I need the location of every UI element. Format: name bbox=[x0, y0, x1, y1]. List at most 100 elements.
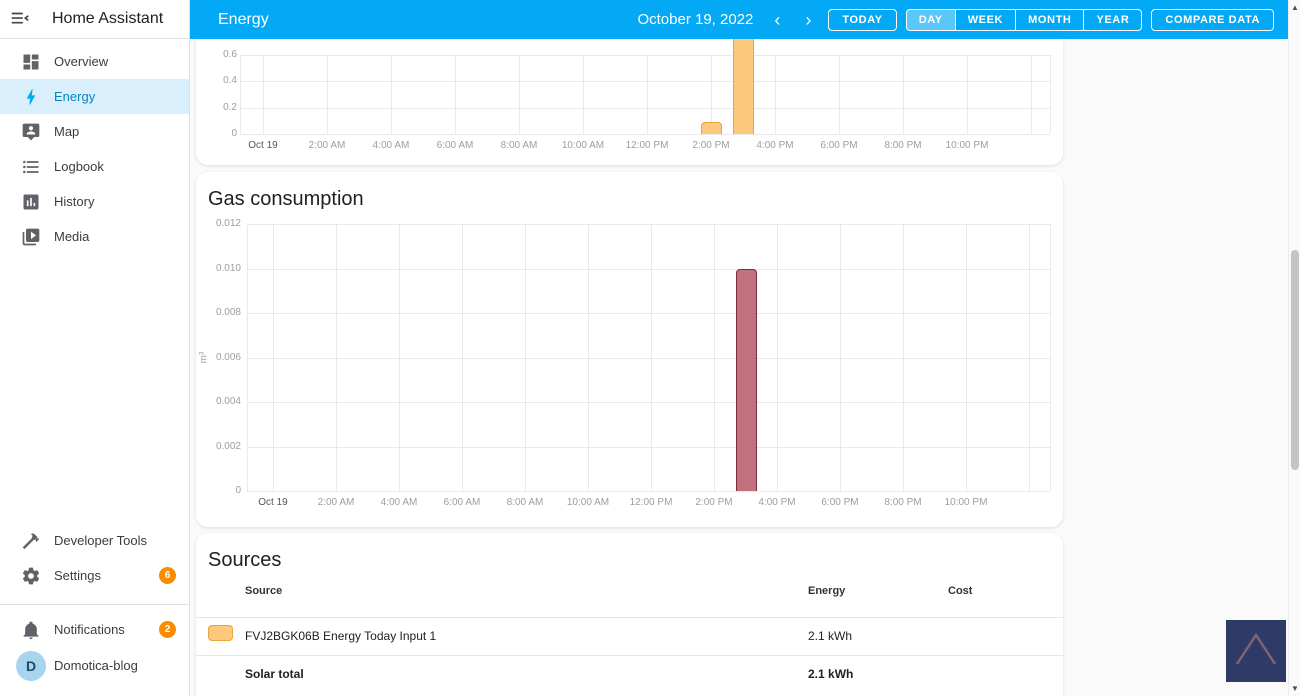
chart-decoration: 6:00 PM bbox=[821, 497, 859, 508]
sidebar-item-developer-tools[interactable]: Developer Tools bbox=[0, 523, 189, 558]
chart-decoration bbox=[839, 55, 840, 134]
chart-decoration bbox=[519, 55, 520, 134]
chart-decoration bbox=[588, 224, 589, 491]
chart-decoration bbox=[247, 224, 1050, 225]
sidebar-item-notifications[interactable]: Notifications 2 bbox=[0, 612, 189, 647]
chart-decoration bbox=[240, 55, 241, 134]
chart-decoration bbox=[247, 402, 1050, 403]
scrollbar-thumb[interactable] bbox=[1291, 250, 1299, 470]
table-divider bbox=[196, 617, 1063, 618]
chart-decoration bbox=[647, 55, 648, 134]
sidebar-item-energy[interactable]: Energy bbox=[0, 79, 189, 114]
chart-decoration bbox=[247, 268, 1050, 270]
format-list-bulleted-icon bbox=[23, 160, 39, 173]
scroll-content[interactable]: 0.6 0.4 0.2 0 Oct 19 2:00 AM 4:00 AM 6:00 AM 8:0… bbox=[190, 39, 1288, 696]
compare-data-button[interactable]: COMPARE DATA bbox=[1151, 8, 1274, 31]
series-color-swatch bbox=[208, 625, 233, 641]
previous-period-button[interactable]: ‹ bbox=[774, 9, 781, 30]
chart-peak-logo[interactable] bbox=[1226, 620, 1286, 682]
chart-decoration bbox=[391, 55, 392, 134]
chart-decoration: 4:00 AM bbox=[380, 497, 418, 508]
chart-decoration bbox=[1050, 224, 1051, 491]
chart-decoration bbox=[966, 224, 967, 491]
chart-decoration bbox=[651, 224, 652, 491]
chart-decoration: 6:00 AM bbox=[443, 497, 481, 508]
chart-decoration: 10:00 PM bbox=[944, 497, 988, 508]
sidebar-item-label: Settings bbox=[54, 568, 101, 583]
notifications-badge: 2 bbox=[159, 621, 176, 638]
scroll-up-arrow-icon[interactable]: ▲ bbox=[1291, 3, 1299, 12]
chart-decoration bbox=[240, 107, 1050, 109]
sidebar-item-profile[interactable]: D Domotica-blog bbox=[0, 648, 189, 683]
page-title: Energy bbox=[218, 10, 269, 28]
settings-update-badge: 6 bbox=[159, 567, 176, 584]
gas-y-axis-unit: m³ bbox=[198, 351, 210, 364]
sidebar-item-logbook[interactable]: Logbook bbox=[0, 149, 189, 184]
chart-bar bbox=[701, 122, 722, 134]
sidebar-item-map[interactable]: Map bbox=[0, 114, 189, 149]
top-app-bar: Energy October 19, 2022 ‹ › TODAY DAY WE… bbox=[190, 0, 1288, 39]
sidebar-toggle-button[interactable] bbox=[0, 8, 40, 30]
sidebar-item-overview[interactable]: Overview bbox=[0, 44, 189, 79]
user-avatar: D bbox=[16, 650, 46, 681]
chart-bar bbox=[735, 268, 757, 491]
chart-decoration: 0 bbox=[235, 485, 241, 496]
chart-decoration: 0 bbox=[231, 128, 237, 139]
topbar-controls: October 19, 2022 ‹ › TODAY DAY WEEK MONT… bbox=[637, 8, 1288, 31]
chart-decoration bbox=[240, 55, 1050, 57]
next-period-button[interactable]: › bbox=[805, 9, 812, 30]
chart-decoration bbox=[775, 55, 776, 134]
chart-decoration: Oct 19 bbox=[248, 140, 278, 151]
sidebar-item-label: History bbox=[54, 194, 95, 209]
chart-decoration bbox=[327, 55, 328, 134]
sidebar-item-label: Overview bbox=[54, 54, 109, 69]
chart-decoration bbox=[240, 134, 1050, 135]
chart-decoration bbox=[263, 55, 264, 134]
chart-decoration: 6:00 AM bbox=[436, 140, 474, 151]
chart-decoration bbox=[247, 491, 1050, 492]
chart-decoration: 8:00 AM bbox=[500, 140, 538, 151]
chart-decoration bbox=[247, 313, 1050, 314]
period-month-button[interactable]: MONTH bbox=[1015, 8, 1085, 31]
scroll-down-arrow-icon[interactable]: ▼ bbox=[1291, 684, 1299, 693]
sidebar-item-media[interactable]: Media bbox=[0, 219, 189, 254]
chart-decoration: 2:00 AM bbox=[317, 497, 355, 508]
chart-decoration: 0.012 bbox=[215, 218, 241, 229]
chart-decoration: 12:00 PM bbox=[629, 497, 673, 508]
period-day-button[interactable]: DAY bbox=[905, 8, 956, 31]
selected-date: October 19, 2022 bbox=[637, 11, 754, 28]
chart-decoration: 12:00 PM bbox=[625, 140, 669, 151]
sidebar-item-settings[interactable]: Settings 6 bbox=[0, 558, 189, 593]
chart-decoration: 0.002 bbox=[215, 440, 241, 452]
period-segmented-control: DAY WEEK MONTH YEAR bbox=[905, 8, 1143, 31]
profile-name: Domotica-blog bbox=[54, 658, 138, 673]
chart-decoration: 4:00 PM bbox=[756, 140, 794, 151]
period-week-button[interactable]: WEEK bbox=[954, 8, 1017, 31]
chart-decoration: 8:00 PM bbox=[884, 497, 922, 508]
chart-decoration: Oct 19 bbox=[258, 497, 288, 508]
sidebar-item-history[interactable]: History bbox=[0, 184, 189, 219]
chart-decoration bbox=[967, 55, 968, 134]
sidebar-divider bbox=[0, 604, 189, 605]
chart-decoration: 10:00 AM bbox=[566, 497, 610, 508]
chart-decoration bbox=[273, 224, 274, 491]
hammer-icon bbox=[22, 532, 40, 549]
table-row[interactable]: FVJ2BGK06B Energy Today Input 1 2.1 kWh bbox=[196, 617, 1063, 655]
gas-consumption-card: Gas consumption 0.012 0.010 0.008 0.006 0.00… bbox=[196, 172, 1063, 527]
chart-box-icon bbox=[23, 194, 39, 209]
chart-decoration: 0.4 bbox=[223, 75, 237, 87]
chart-decoration bbox=[777, 224, 778, 491]
today-button[interactable]: TODAY bbox=[828, 8, 897, 31]
chart-decoration bbox=[583, 55, 584, 134]
chart-decoration bbox=[903, 55, 904, 134]
main-area: Energy October 19, 2022 ‹ › TODAY DAY WE… bbox=[190, 0, 1288, 696]
vertical-scrollbar[interactable]: ▲ ▼ bbox=[1288, 0, 1300, 696]
period-year-button[interactable]: YEAR bbox=[1083, 8, 1143, 31]
chart-decoration: 6:00 PM bbox=[820, 140, 858, 151]
energy-production-chart: 0.6 0.4 0.2 0 Oct 19 2:00 AM 4:00 AM 6:00 AM 8:0… bbox=[196, 39, 1063, 165]
play-box-multiple-icon bbox=[22, 228, 40, 245]
chart-decoration: 2:00 PM bbox=[692, 140, 730, 151]
chart-decoration: 8:00 PM bbox=[884, 140, 922, 151]
peak-line-icon bbox=[1235, 632, 1277, 665]
menu-open-icon bbox=[11, 12, 29, 24]
